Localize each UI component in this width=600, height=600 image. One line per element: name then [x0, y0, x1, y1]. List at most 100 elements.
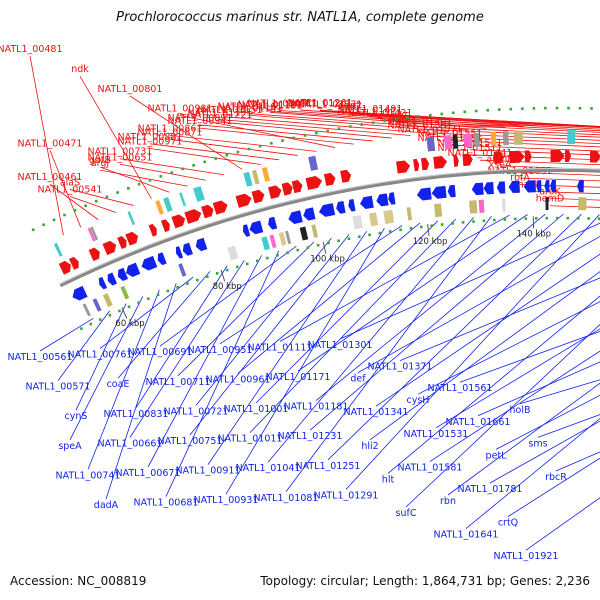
reverse-label-leader — [87, 289, 160, 470]
forward-gene-label: NATL1_00941 — [168, 116, 233, 127]
forward-gene-label: NATL1_01391 — [388, 121, 453, 132]
forward-label-leader — [99, 169, 188, 187]
forward-label-leader — [279, 110, 525, 127]
forward-label-leader — [119, 158, 224, 176]
kbp-tick-label: 120 kbp — [413, 237, 448, 247]
reverse-gene-label: NATL1_00661 — [98, 438, 163, 449]
reverse-gene-label: cysH — [407, 395, 430, 406]
inner-tick-dot — [316, 243, 320, 247]
inner-tick-dot — [409, 227, 413, 230]
outer-feature-box — [463, 133, 473, 148]
reverse-gene-arrow — [175, 246, 184, 259]
forward-gene-label: gatB — [89, 155, 111, 166]
outer-tick-dot — [73, 209, 77, 212]
outer-tick-dot — [474, 109, 478, 113]
reverse-label-leader — [537, 414, 600, 438]
reverse-gene-label: NATL1_00761 — [68, 350, 133, 361]
inner-feature-box — [311, 224, 319, 238]
reverse-gene-arrow — [318, 203, 336, 217]
inner-tick-dot — [440, 223, 444, 226]
forward-gene-arrow — [148, 223, 157, 237]
forward-gene-label: rbfA — [510, 172, 530, 183]
forward-label-leader — [79, 75, 152, 199]
forward-gene-label: NATL1_01201 — [288, 99, 353, 110]
inner-tick-dot — [493, 218, 496, 222]
reverse-gene-label: NATL1_01291 — [314, 490, 379, 501]
outer-tick-dot — [428, 113, 432, 117]
reverse-label-leader — [297, 214, 528, 372]
forward-label-leader — [69, 189, 134, 206]
reverse-gene-label: NATL1_01011 — [218, 434, 283, 445]
forward-gene-arrow — [117, 235, 127, 249]
outer-feature-box — [490, 131, 497, 147]
forward-gene-arrow — [171, 214, 186, 229]
outer-tick-dot — [247, 147, 251, 151]
forward-gene-label: NATL1_00861 — [138, 123, 203, 134]
forward-label-leader — [479, 159, 600, 166]
forward-gene-label: NATL1_01261 — [288, 98, 353, 109]
reverse-gene-label: NATL1_01561 — [428, 383, 493, 394]
reverse-label-leader — [249, 218, 457, 433]
forward-gene-label: NATL1_01571 — [398, 124, 463, 135]
reverse-label-leader — [309, 213, 564, 431]
reverse-gene-arrow — [117, 267, 129, 281]
reverse-label-leader — [159, 245, 297, 347]
forward-gene-label: NATL1_01271 — [298, 100, 363, 111]
outer-feature-box — [155, 200, 164, 215]
inner-tick-dot — [327, 241, 330, 245]
reverse-label-leader — [189, 234, 350, 436]
reverse-gene-label: NATL1_00711 — [146, 377, 211, 388]
reverse-label-leader — [405, 323, 600, 508]
forward-gene-label: NATL1_00541 — [38, 184, 103, 195]
reverse-gene-label: NATL1_00691 — [128, 347, 193, 358]
outer-tick-dot — [63, 213, 66, 217]
reverse-gene-arrow — [242, 224, 251, 237]
kbp-tick-label: 80 kbp — [213, 282, 242, 292]
forward-label-leader — [149, 143, 280, 161]
feature-layer — [53, 130, 600, 317]
inner-feature-box — [501, 198, 506, 212]
outer-tick-dot — [137, 182, 141, 186]
forward-label-leader — [399, 125, 600, 136]
inner-tick-dot — [99, 318, 102, 321]
reverse-label-leader — [75, 303, 127, 411]
map-title: Prochlorococcus marinus str. NATL1A, com… — [116, 10, 484, 25]
reverse-label-leader — [477, 361, 600, 417]
outer-tick-dot — [116, 191, 119, 194]
reverse-gene-label: NATL1_01371 — [368, 362, 433, 373]
outer-tick-dot — [170, 171, 174, 174]
inner-tick-dot — [176, 285, 179, 289]
reverse-gene-label: NATL1_00671 — [116, 468, 181, 479]
forward-gene-arrow — [493, 151, 505, 164]
outer-tick-dot — [203, 160, 206, 164]
forward-gene-arrow — [281, 182, 293, 196]
outer-tick-dot — [532, 107, 536, 110]
forward-label-leader — [69, 196, 117, 213]
inner-feature-box — [102, 293, 113, 308]
accession-text: Accession: NC_008819 — [10, 574, 147, 588]
forward-gene-arrow — [433, 156, 448, 169]
reverse-gene-label: NATL1_01641 — [434, 530, 499, 541]
reverse-gene-label: NATL1_01181 — [284, 402, 349, 413]
outer-feature-box — [90, 226, 99, 241]
reverse-label-leader — [417, 301, 600, 395]
outer-tick-dot — [52, 218, 56, 222]
forward-label-leader — [219, 121, 392, 139]
outer-tick-dot — [303, 134, 307, 137]
outer-tick-dot — [94, 199, 98, 203]
forward-label-leader — [179, 115, 336, 148]
kbp-tick-mark — [322, 241, 327, 254]
reverse-gene-label: NATL1_00951 — [188, 345, 253, 356]
reverse-gene-arrow — [483, 181, 494, 195]
forward-gene-label: NATL1_01151 — [198, 105, 263, 116]
inner-tick-dot — [156, 293, 160, 297]
forward-label-leader — [129, 95, 243, 170]
outer-tick-dot — [270, 141, 273, 145]
reverse-gene-arrow — [550, 180, 556, 193]
reverse-gene-label: rbn — [440, 496, 456, 507]
forward-gene-arrow — [396, 160, 411, 174]
inner-tick-dot — [205, 275, 209, 278]
forward-gene-label: NATL1_00461 — [18, 172, 83, 183]
forward-gene-arrow — [413, 158, 420, 172]
forward-label-leader — [469, 154, 600, 161]
